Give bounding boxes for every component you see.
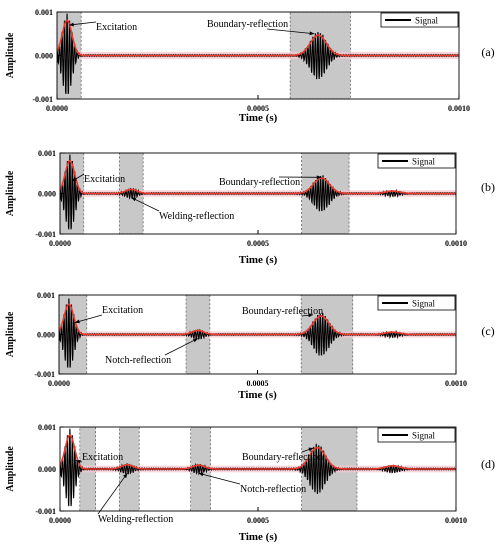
y-axis-label-b: Amplitude [5, 170, 16, 216]
panel-label-a: (a) [481, 45, 494, 59]
y-tick-label-b-1: 0.001 [38, 149, 56, 158]
y-tick-label-c-1: 0.001 [37, 291, 55, 300]
envelope-series-d [59, 434, 456, 470]
envelope-series-a [56, 19, 459, 57]
legend-label-b: Signal [412, 157, 436, 167]
annotation-d-2: Boundary-reflection [242, 452, 323, 463]
legend-box-d [377, 427, 456, 443]
annotation-c-1: Excitation [102, 305, 143, 316]
y-tick-label-b-3: -0.001 [35, 230, 56, 239]
annotation-d-1: Excitation [82, 452, 123, 463]
x-axis-label-a: Time (s) [239, 112, 278, 124]
legend-box-c [377, 295, 456, 311]
annotation-c-2: Boundary-reflection [242, 306, 323, 317]
x-axis-label-c: Time (s) [238, 389, 277, 401]
annotation-arrowhead-b-1 [71, 177, 77, 182]
legend-label-d: Signal [412, 431, 436, 441]
annotation-arrowhead-b-3 [316, 175, 322, 180]
annotation-arrowhead-a-1 [69, 22, 74, 27]
panel-label-d: (d) [481, 457, 495, 471]
x-tick-label-b-1: 0.0000 [49, 239, 71, 248]
legend-label-c: Signal [412, 299, 436, 309]
annotation-arrowhead-a-2 [309, 31, 315, 36]
x-tick-label-c-2: 0.0005 [247, 379, 269, 388]
annotation-arrow-b-2 [131, 197, 160, 212]
x-tick-label-c-1: 0.0000 [48, 379, 70, 388]
annotation-d-4: Welding-reflection [98, 514, 173, 525]
panel-label-b: (b) [481, 180, 495, 194]
annotation-arrow-d-3 [198, 472, 241, 485]
annotation-d-3: Notch-reflection [240, 484, 306, 495]
annotation-a-1: Excitation [96, 22, 137, 33]
annotation-arrow-c-1 [74, 314, 103, 324]
legend-box-a [380, 12, 459, 28]
y-tick-label-c-3: -0.001 [34, 370, 55, 379]
annotation-arrowhead-b-2 [131, 197, 137, 202]
y-tick-label-c-2: 0.000 [37, 331, 55, 340]
x-tick-label-d-3: 0.0010 [445, 516, 467, 525]
legend-box-b [377, 153, 456, 169]
annotation-c-3: Notch-reflection [105, 355, 171, 366]
annotation-arrowhead-d-1 [75, 459, 81, 464]
x-tick-label-a-3: 0.0010 [448, 104, 470, 113]
x-tick-label-b-3: 0.0010 [445, 239, 467, 248]
y-axis-label-c: Amplitude [5, 311, 16, 357]
x-tick-label-a-1: 0.0000 [46, 104, 68, 113]
chart-panel-d: 0.001 0.000 -0.0010.0000 0.0005 0.0010 Time (… [5, 423, 495, 543]
y-axis-label-d: Amplitude [5, 446, 16, 492]
chart-panel-a: 0.001 0.000 -0.0010.0000 0.0005 0.0010 Time (… [5, 8, 495, 124]
annotation-arrowhead-c-3 [192, 338, 198, 343]
y-tick-label-d-1: 0.001 [38, 423, 56, 432]
chart-panel-b: 0.001 0.000 -0.0010.0000 0.0005 0.0010 Time (… [5, 149, 495, 266]
envelope-series-c [58, 303, 456, 336]
y-axis-label-a: Amplitude [5, 32, 16, 78]
x-axis-label-d: Time (s) [239, 531, 278, 543]
y-tick-label-a-2: 0.000 [35, 52, 53, 61]
annotation-arrow-d-4 [97, 472, 128, 515]
chart-panel-c: 0.001 0.000 -0.0010.0000 0.0005 0.0010 Time (… [5, 291, 495, 401]
y-tick-label-b-2: 0.000 [38, 190, 56, 199]
y-tick-label-a-1: 0.001 [35, 8, 53, 17]
x-tick-label-c-3: 0.0010 [445, 379, 467, 388]
annotation-arrowhead-c-2 [308, 313, 314, 318]
x-tick-label-a-2: 0.0005 [247, 104, 269, 113]
annotation-arrow-a-2 [266, 28, 315, 35]
y-tick-label-a-3: -0.001 [32, 95, 53, 104]
x-tick-label-d-2: 0.0005 [247, 516, 269, 525]
legend-label-a: Signal [415, 16, 439, 26]
y-tick-label-d-3: -0.001 [35, 507, 56, 516]
annotation-b-1: Excitation [84, 174, 125, 185]
annotation-arrow-c-3 [164, 338, 199, 356]
panel-label-c: (c) [481, 324, 494, 338]
annotation-arrowhead-d-3 [198, 472, 204, 477]
x-tick-label-d-1: 0.0000 [49, 516, 71, 525]
annotation-b-2: Welding-reflection [159, 211, 234, 222]
envelope-series-b [59, 159, 456, 195]
annotation-b-3: Boundary-reflection [219, 177, 300, 188]
annotation-a-2: Boundary-reflection [207, 19, 288, 30]
annotation-arrowhead-d-2 [308, 447, 314, 452]
annotation-arrowhead-c-1 [74, 319, 80, 324]
x-axis-label-b: Time (s) [239, 254, 278, 266]
annotation-arrowhead-d-4 [123, 473, 128, 479]
y-tick-label-d-2: 0.000 [38, 465, 56, 474]
x-tick-label-b-2: 0.0005 [247, 239, 269, 248]
